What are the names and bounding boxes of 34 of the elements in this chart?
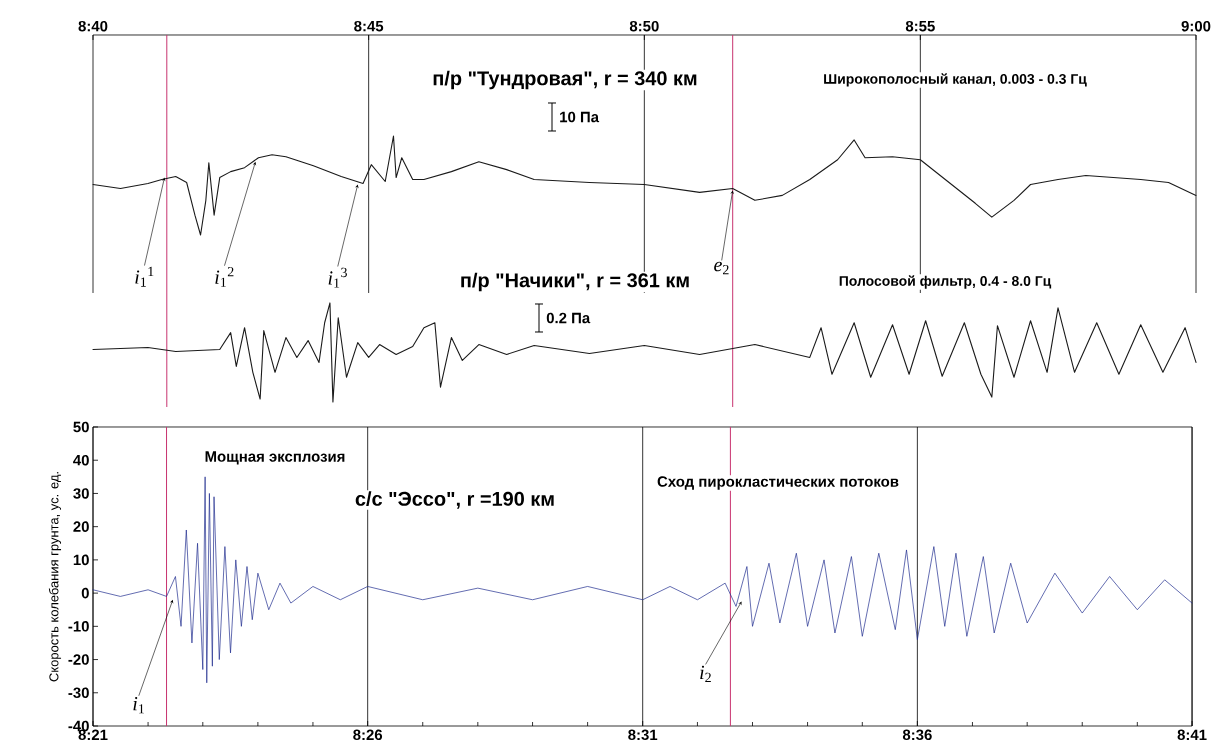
x-tick-label: 8:41 — [1177, 729, 1207, 741]
x-tick-label: 8:50 — [629, 20, 659, 32]
x-tick-label: 8:26 — [353, 729, 383, 741]
annotation: i$_{2}$ — [700, 665, 711, 683]
annotation: i$_{1}$2 — [215, 267, 234, 287]
annotation: i$_{1}$3 — [328, 267, 347, 288]
text: 10 Па — [560, 111, 600, 123]
y-tick-label: 40 — [73, 454, 89, 466]
x-tick-label: 8:55 — [905, 20, 935, 32]
x-tick-label: 8:45 — [354, 20, 384, 32]
chart-subtitle: Широкополосный канал, 0.003 - 0.3 Гц — [824, 73, 1087, 87]
y-tick-label: -20 — [68, 654, 89, 665]
text: с/с "Эссо", r =190 км — [355, 491, 554, 509]
annotation: Сход пирокластических потоков — [657, 476, 899, 490]
annotation: Мощная эксплозия — [205, 451, 345, 465]
y-tick-label: 50 — [73, 421, 89, 433]
chart-subtitle: Полосовой фильтр, 0.4 - 8.0 Гц — [839, 275, 1052, 289]
y-tick-label: -30 — [68, 687, 89, 699]
annotation: 0.2 Па — [546, 312, 591, 324]
chart-title: п/р "Тундровая", r = 340 км — [433, 70, 697, 90]
annotation: i$_{1}$1 — [135, 266, 154, 287]
annotation: i$_{1}$ — [133, 697, 144, 714]
y-tick-label: -10 — [68, 621, 89, 632]
y-axis-title: Скорость колебания грунта, ус. ед. — [48, 472, 62, 682]
annotation: e$_{2}$ — [714, 261, 729, 275]
x-tick-label: 9:00 — [1181, 20, 1211, 32]
y-tick-label: 30 — [73, 488, 89, 499]
chart-title: п/р "Начики", r = 361 км — [461, 272, 689, 292]
x-tick-label: 8:31 — [628, 729, 658, 741]
x-tick-label: 8:36 — [902, 729, 932, 741]
y-tick-label: 10 — [73, 554, 89, 566]
x-tick-label: 8:40 — [78, 20, 108, 32]
y-tick-label: 20 — [73, 521, 89, 532]
y-tick-label: 0 — [81, 587, 89, 599]
